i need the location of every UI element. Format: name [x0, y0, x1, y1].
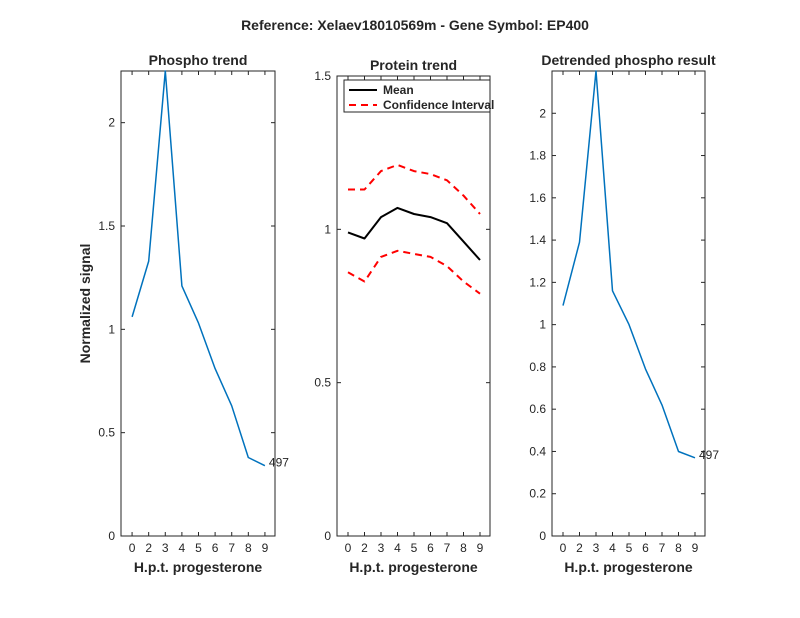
x-tick-label: 4 — [394, 541, 401, 555]
y-tick-label: 0.8 — [529, 360, 546, 374]
point-annotation: 497 — [699, 448, 719, 462]
x-tick-label: 4 — [609, 541, 616, 555]
y-tick-label: 1.5 — [314, 69, 331, 83]
x-tick-label: 7 — [228, 541, 235, 555]
series-line-2 — [348, 163, 481, 215]
x-tick-label: 6 — [642, 541, 649, 555]
figure-title: Reference: Xelaev18010569m - Gene Symbol… — [241, 17, 589, 33]
y-tick-label: 0.2 — [529, 487, 546, 501]
y-tick-label: 1.2 — [529, 275, 546, 289]
x-tick-label: 9 — [692, 541, 699, 555]
y-tick-label: 0 — [108, 529, 115, 543]
x-tick-label: 3 — [593, 541, 600, 555]
x-tick-label: 5 — [411, 541, 418, 555]
x-tick-label: 5 — [626, 541, 633, 555]
x-axis-label: H.p.t. progesterone — [349, 559, 478, 575]
y-tick-label: 2 — [108, 116, 115, 130]
x-tick-label: 3 — [162, 541, 169, 555]
series-line-1 — [131, 70, 266, 467]
x-tick-label: 0 — [560, 541, 567, 555]
x-tick-label: 6 — [212, 541, 219, 555]
x-axis-label: H.p.t. progesterone — [564, 559, 693, 575]
x-tick-label: 3 — [378, 541, 385, 555]
x-tick-label: 8 — [460, 541, 467, 555]
x-tick-label: 6 — [427, 541, 434, 555]
panel-title: Protein trend — [370, 57, 457, 73]
panel-title: Phospho trend — [149, 52, 248, 68]
axes-box — [551, 70, 706, 537]
x-tick-label: 5 — [195, 541, 202, 555]
y-tick-label: 1.4 — [529, 233, 546, 247]
y-tick-label: 0 — [539, 529, 546, 543]
panel-title: Detrended phospho result — [541, 52, 716, 68]
y-tick-label: 0.5 — [98, 426, 115, 440]
y-tick-label: 1 — [108, 322, 115, 336]
x-axis-label: H.p.t. progesterone — [134, 559, 263, 575]
x-tick-label: 8 — [245, 541, 252, 555]
x-tick-label: 8 — [675, 541, 682, 555]
axes-box — [336, 75, 491, 537]
y-axis-label: Normalized signal — [77, 244, 93, 364]
x-tick-label: 2 — [145, 541, 152, 555]
y-tick-label: 1.5 — [98, 219, 115, 233]
legend-label: Confidence Interval — [383, 98, 494, 112]
y-tick-label: 0.6 — [529, 402, 546, 416]
series-line-3 — [347, 249, 481, 295]
y-tick-label: 1.6 — [529, 191, 546, 205]
y-tick-label: 0.5 — [314, 376, 331, 390]
x-tick-label: 2 — [576, 541, 583, 555]
x-tick-label: 2 — [361, 541, 368, 555]
series-line-1 — [347, 206, 481, 261]
y-tick-label: 1 — [324, 222, 331, 236]
x-tick-label: 9 — [262, 541, 269, 555]
x-tick-label: 0 — [345, 541, 352, 555]
axes-box — [120, 70, 276, 537]
series-line-1 — [562, 70, 696, 459]
legend-label: Mean — [383, 83, 414, 97]
x-tick-label: 7 — [659, 541, 666, 555]
x-tick-label: 4 — [179, 541, 186, 555]
point-annotation: 497 — [269, 456, 289, 470]
x-tick-label: 9 — [477, 541, 484, 555]
x-tick-label: 0 — [129, 541, 136, 555]
y-tick-label: 2 — [539, 106, 546, 120]
y-tick-label: 0 — [324, 529, 331, 543]
y-tick-label: 1.8 — [529, 149, 546, 163]
y-tick-label: 1 — [539, 318, 546, 332]
x-tick-label: 7 — [444, 541, 451, 555]
y-tick-label: 0.4 — [529, 444, 546, 458]
legend-box — [343, 79, 491, 113]
